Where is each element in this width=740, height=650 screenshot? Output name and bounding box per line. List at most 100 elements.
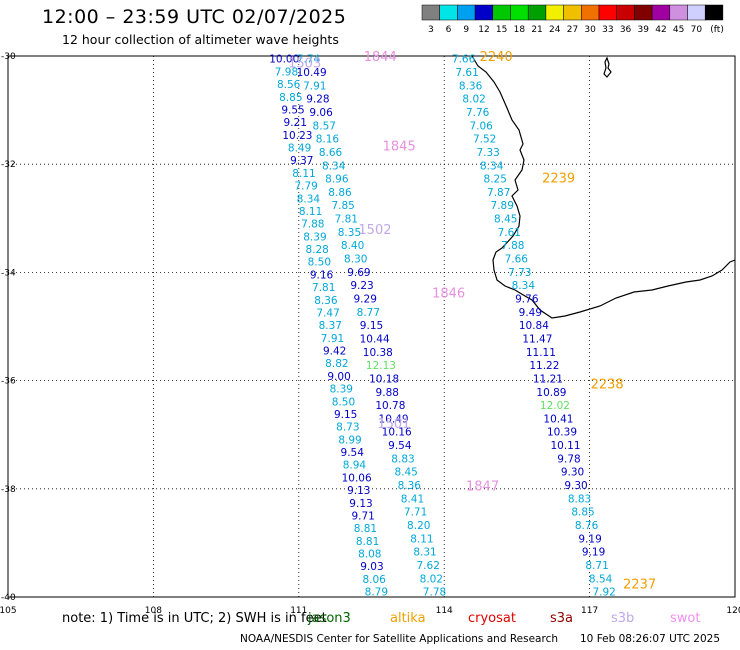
chart-title: 12:00 – 23:59 UTC 02/07/2025 xyxy=(42,6,347,28)
wave-height-value: 10.18 xyxy=(369,373,399,385)
wave-height-value: 7.74 xyxy=(297,54,321,66)
wave-height-value: 8.28 xyxy=(305,244,328,256)
wave-height-value: 8.11 xyxy=(410,533,433,545)
latitude-label: -36 xyxy=(1,377,16,387)
wave-height-value: 9.78 xyxy=(557,453,580,465)
wave-height-value: 11.11 xyxy=(526,347,556,359)
wave-height-value: 9.00 xyxy=(327,371,350,383)
wave-height-value: 8.34 xyxy=(480,160,504,172)
wave-height-value: 9.23 xyxy=(350,280,373,292)
scale-label: 9 xyxy=(463,25,469,35)
wave-height-value: 9.55 xyxy=(281,104,304,116)
wave-height-value: 7.33 xyxy=(476,147,499,159)
pass-time-label: 1847 xyxy=(466,480,499,495)
wave-height-value: 8.96 xyxy=(325,174,349,186)
map-frame xyxy=(7,55,736,598)
pass-time-labels: 1503 1502 1501 1844 1845 1846 1847 2240 2239 2238… xyxy=(288,50,656,592)
wave-height-value: 8.54 xyxy=(589,573,613,585)
wave-height-value: 8.76 xyxy=(575,520,599,532)
wave-height-value: 10.49 xyxy=(379,413,409,425)
wave-height-value: 7.85 xyxy=(331,200,354,212)
wave-height-value: 7.73 xyxy=(508,267,531,279)
wave-height-value: 8.36 xyxy=(398,480,422,492)
wave-height-value: 10.00 xyxy=(269,54,299,66)
wave-height-value: 7.88 xyxy=(301,219,324,231)
wave-height-value: 7.88 xyxy=(501,240,524,252)
credit-line: NOAA/NESDIS Center for Satellite Applica… xyxy=(240,633,558,645)
wave-height-value: 8.37 xyxy=(319,320,342,332)
wave-height-value: 8.31 xyxy=(413,547,436,559)
wave-height-value: 8.11 xyxy=(299,206,322,218)
wave-height-value: 8.49 xyxy=(288,143,311,155)
wave-height-value: 7.81 xyxy=(312,282,335,294)
pass-time-label: 2238 xyxy=(591,377,624,392)
wave-height-value: 8.85 xyxy=(279,92,302,104)
wave-height-value: 7.76 xyxy=(466,107,490,119)
wave-height-value: 8.79 xyxy=(365,587,388,599)
wave-height-value: 9.16 xyxy=(310,269,334,281)
wave-height-value: 9.54 xyxy=(341,447,365,459)
scale-label: 39 xyxy=(638,25,650,35)
wave-height-value: 10.44 xyxy=(360,333,390,345)
wave-height-value: 7.62 xyxy=(417,560,440,572)
wave-height-value: 7.89 xyxy=(491,200,514,212)
wave-height-value: 10.11 xyxy=(550,440,580,452)
wave-height-value: 9.42 xyxy=(323,346,346,358)
wave-height-value: 8.50 xyxy=(308,257,331,269)
pass-time-label: 2240 xyxy=(480,50,513,65)
wave-height-value: 10.49 xyxy=(297,67,327,79)
wave-height-value: 8.08 xyxy=(358,549,381,561)
wave-height-value: 11.47 xyxy=(522,333,552,345)
generation-timestamp: 10 Feb 08:26:07 UTC 2025 xyxy=(580,633,720,645)
wave-height-value: 7.98 xyxy=(275,66,298,78)
wave-height-value: 7.79 xyxy=(294,181,317,193)
wave-height-value: 9.88 xyxy=(376,387,399,399)
latitude-label: -40 xyxy=(1,593,16,603)
wave-height-value: 10.06 xyxy=(342,472,372,484)
pass-time-label: 2237 xyxy=(623,577,656,592)
wave-height-value: 9.30 xyxy=(564,480,587,492)
wave-height-value: 8.39 xyxy=(330,384,353,396)
wave-height-value: 8.83 xyxy=(391,453,414,465)
wave-height-value: 8.71 xyxy=(585,560,608,572)
wave-height-value: 9.49 xyxy=(519,307,542,319)
latitude-label: -32 xyxy=(1,160,16,170)
wave-height-value: 11.21 xyxy=(533,373,563,385)
scale-label: 3 xyxy=(428,25,434,35)
legend-altika: altika xyxy=(390,611,426,626)
wave-height-value: 9.13 xyxy=(347,485,370,497)
wave-height-value: 9.13 xyxy=(349,498,372,510)
scale-label: 70 xyxy=(691,25,703,35)
wave-height-value: 8.94 xyxy=(343,460,367,472)
wave-height-value: 8.40 xyxy=(341,240,364,252)
wave-height-value: 8.73 xyxy=(336,422,359,434)
wave-height-value: 10.89 xyxy=(536,387,566,399)
wave-height-value: 9.19 xyxy=(578,533,601,545)
wave-height-value: 7.47 xyxy=(316,307,339,319)
scale-label: 42 xyxy=(655,25,666,35)
wave-height-value: 8.81 xyxy=(354,523,377,535)
wave-height-value: 8.77 xyxy=(357,307,380,319)
wave-height-value: 8.45 xyxy=(494,214,517,226)
legend-jason3: jason3 xyxy=(308,611,351,626)
wave-height-value: 9.71 xyxy=(351,510,374,522)
wave-height-value: 8.50 xyxy=(332,396,355,408)
longitude-label: 111 xyxy=(290,606,307,616)
scale-label: 30 xyxy=(584,25,596,35)
legend-swot: swot xyxy=(670,611,701,626)
longitude-label: 114 xyxy=(436,606,453,616)
latitude-label: -30 xyxy=(1,52,16,62)
wave-height-value: 8.36 xyxy=(459,80,483,92)
wave-height-value: 8.02 xyxy=(462,94,485,106)
longitude-label: 108 xyxy=(145,606,162,616)
legend-cryosat: cryosat xyxy=(468,611,516,626)
wave-height-value: 10.16 xyxy=(382,427,412,439)
scale-label: 33 xyxy=(602,25,613,35)
wave-height-value: 8.11 xyxy=(292,168,315,180)
wave-height-value: 9.28 xyxy=(306,94,329,106)
wave-height-value: 8.41 xyxy=(401,493,424,505)
wave-height-value: 8.36 xyxy=(314,295,338,307)
wave-height-value: 7.66 xyxy=(505,254,529,266)
wave-height-value: 8.86 xyxy=(328,187,352,199)
